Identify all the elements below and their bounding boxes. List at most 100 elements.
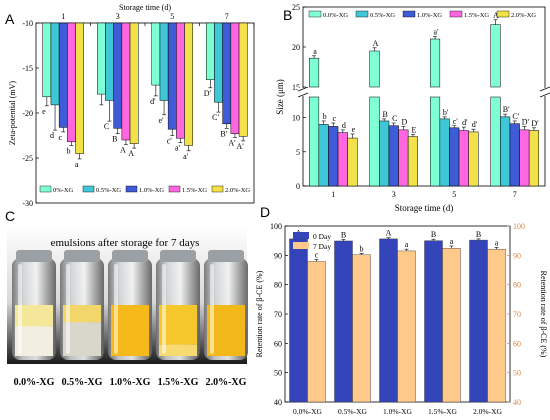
panel-d-ylabel-right: Retention rate of β-CE (%): [539, 271, 548, 358]
panel-b-sig-label: B': [503, 105, 510, 114]
panel-a-ytick-label: -25: [22, 154, 33, 163]
panel-d-ytick-label-right: 50: [513, 369, 521, 378]
panel-d-sig-label: B: [431, 230, 436, 239]
panel-b-bar: [347, 137, 358, 187]
panel-b-sig-label: b: [323, 112, 327, 121]
panel-b-legend-swatch: [449, 10, 463, 18]
panel-label-a: A: [5, 11, 15, 27]
panel-a-xtick-label: 3: [116, 12, 120, 21]
panel-b-xtick-label: 7: [513, 190, 517, 199]
panel-b-sig-label: D': [522, 117, 530, 126]
panel-a-sig-label: C: [104, 122, 109, 131]
panel-b-bar-lower: [430, 96, 441, 187]
panel-b-sig-label: b': [443, 108, 449, 117]
panel-d-ytick-label-right: 100: [513, 222, 525, 231]
panel-b-ylabel: Size (μm): [275, 79, 285, 115]
panel-d-bar: [352, 254, 371, 403]
panel-a-legend-swatch: [168, 185, 181, 193]
panel-a-bar: [97, 22, 106, 95]
panel-label-c: C: [5, 208, 15, 224]
panel-d-sig-label: a: [495, 238, 499, 247]
vial-label: 1.0%-XG: [110, 377, 151, 388]
vial-neck: [208, 250, 244, 262]
panel-b-axis-break-mark: [539, 86, 550, 92]
panel-a-ytick-label: -20: [22, 109, 33, 118]
panel-a-legend-label: 0.5%-XG: [96, 187, 121, 194]
panel-a-sig-label: A': [237, 142, 245, 151]
panel-d-xtick-label: 1.5%-XG: [428, 407, 458, 416]
panel-a-ytick-label: -15: [22, 64, 33, 73]
panel-d-ytick-label-left: 50: [274, 369, 282, 378]
panel-b-sig-label: D': [531, 119, 539, 128]
panel-b-bar-lower: [490, 96, 501, 187]
panel-b-sig-label: E: [412, 126, 417, 135]
vial-highlight: [162, 264, 166, 354]
panel-b-sig-label: d': [462, 118, 468, 127]
vial-neck: [16, 250, 52, 262]
panel-d-legend-label: 0 Day: [313, 232, 331, 241]
panel-a-sig-label: B: [112, 135, 117, 144]
panel-a-sig-label: C': [212, 113, 219, 122]
panel-a-bar: [42, 22, 52, 98]
panel-b-xtick-label: 3: [392, 190, 396, 199]
panel-b-bar: [398, 129, 409, 187]
panel-a-sig-label: a: [75, 160, 79, 169]
panel-a-sig-label: c: [58, 133, 62, 142]
panel-d-xtick-label: 0.0%-XG: [293, 407, 323, 416]
panel-b-legend-swatch: [402, 10, 416, 18]
vial-label: 0.5%-XG: [62, 377, 103, 388]
panel-b-axis-break-gap: [540, 88, 550, 96]
panel-b-xlabel: Storage time (d): [395, 203, 453, 213]
panel-d-xtick-label: 1.0%-XG: [383, 407, 413, 416]
vial-label: 2.0%-XG: [206, 377, 247, 388]
panel-a-ytick-label: -30: [22, 199, 33, 208]
panel-b-plot-frame: [302, 6, 546, 187]
panel-b-sig-label: C: [392, 114, 397, 123]
panel-b-sig-label: e: [352, 125, 356, 134]
panel-a-bar: [176, 22, 185, 139]
panel-a-sig-label: a': [175, 144, 181, 153]
panel-b-legend-swatch: [355, 10, 369, 18]
panel-b-sig-label: c: [332, 114, 336, 123]
panel-a-sig-label: c': [167, 137, 173, 146]
panel-a-sig-label: a': [183, 152, 189, 161]
panel-b-bar: [388, 125, 399, 187]
panel-d-ytick-label-left: 60: [274, 339, 282, 348]
panel-a-bar: [129, 22, 139, 144]
panel-a-sig-label: B': [220, 129, 227, 138]
panel-b-axis-break-mark: [539, 92, 550, 98]
vial-neck: [64, 250, 100, 262]
panel-label-b: B: [283, 7, 292, 23]
panel-d-sig-label: b: [360, 244, 364, 253]
panel-b-axis-break-mark: [297, 92, 309, 98]
panel-b-bar: [528, 130, 540, 187]
panel-a-xtick-label: 7: [225, 12, 229, 21]
panel-b-bar: [379, 120, 390, 187]
panel-a-bar: [75, 22, 85, 154]
vial-label: 0.0%-XG: [14, 377, 55, 388]
panel-b-bar: [439, 118, 450, 187]
vial-neck: [160, 250, 196, 262]
panel-d-ytick-label-right: 40: [513, 398, 521, 407]
panel-a-xtick-label: 1: [61, 12, 65, 21]
panel-d-sig-label: A: [386, 229, 392, 238]
panel-b-sig-label: a: [313, 47, 317, 56]
panel-b-bar: [519, 129, 530, 187]
panel-d-ytick-label-left: 70: [274, 310, 282, 319]
panel-b-xtick-label: 1: [331, 190, 335, 199]
panel-b-bar-upper: [309, 57, 320, 88]
panel-b-ytick-label: 10: [292, 114, 300, 123]
panel-d-xtick-label: 2.0%-XG: [473, 407, 503, 416]
photo-title: emulsions after storage for 7 days: [51, 237, 200, 249]
panel-b-xtick-label: 5: [452, 190, 456, 199]
panel-d-ylabel-left: Retention rate of β-CE (%): [255, 270, 264, 357]
panel-b-sig-label: c': [453, 117, 459, 126]
vial-highlight: [114, 264, 118, 354]
panel-d-ytick-label-left: 90: [274, 251, 282, 260]
vial-cream-layer: [63, 305, 101, 323]
panel-a-legend-swatch: [211, 185, 224, 193]
panel-a-bar: [58, 22, 68, 128]
panel-d-ytick-label-left: 80: [274, 281, 282, 290]
panel-b-bar-upper: [430, 38, 441, 88]
